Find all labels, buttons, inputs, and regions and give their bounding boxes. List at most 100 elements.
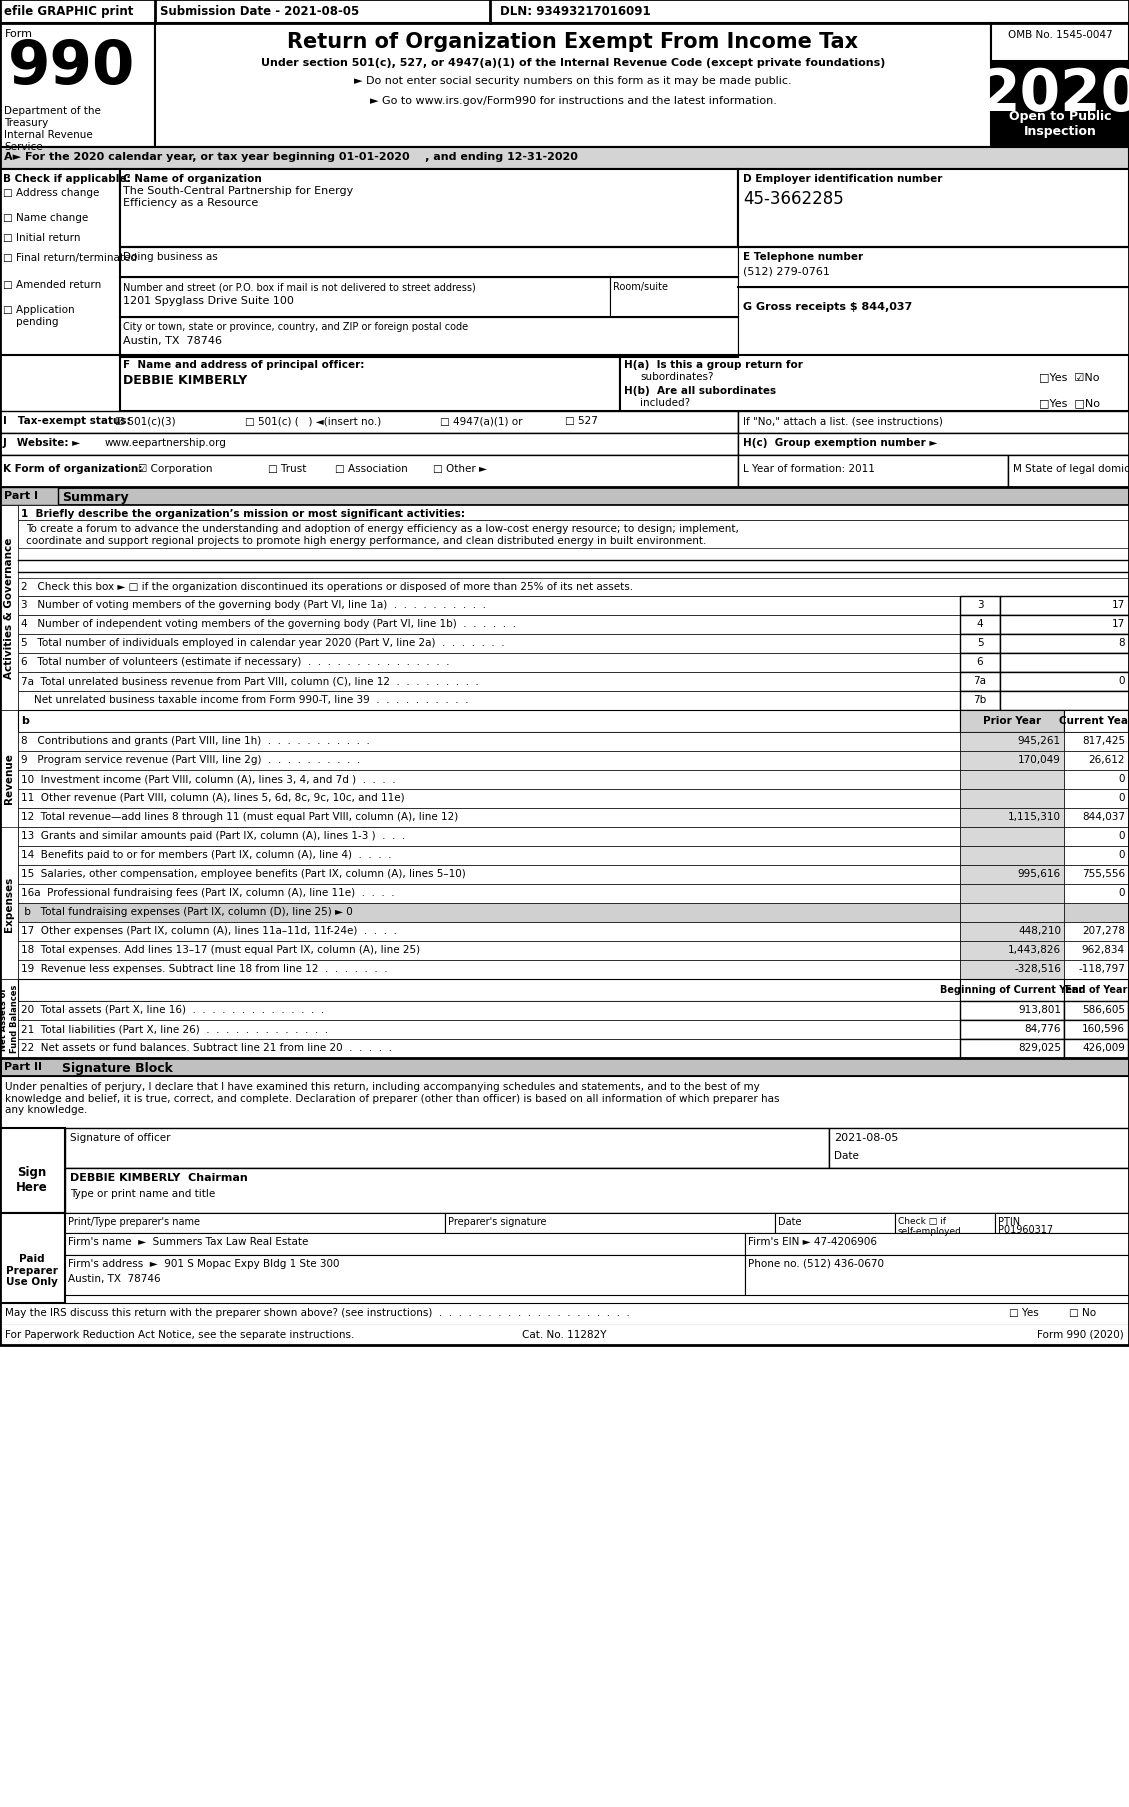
Bar xyxy=(1064,732,1128,752)
Text: Signature of officer: Signature of officer xyxy=(70,1133,170,1142)
Bar xyxy=(18,596,960,616)
Text: 995,616: 995,616 xyxy=(1018,869,1061,878)
Text: 2021-08-05: 2021-08-05 xyxy=(834,1133,899,1142)
Text: To create a forum to advance the understanding and adoption of energy efficiency: To create a forum to advance the underst… xyxy=(26,524,738,533)
Text: May the IRS discuss this return with the preparer shown above? (see instructions: May the IRS discuss this return with the… xyxy=(5,1306,630,1317)
Text: 17: 17 xyxy=(1112,600,1124,609)
Text: If "No," attach a list. (see instructions): If "No," attach a list. (see instruction… xyxy=(743,416,943,426)
Text: Firm's name  ►  Summers Tax Law Real Estate: Firm's name ► Summers Tax Law Real Estat… xyxy=(68,1236,308,1247)
Bar xyxy=(0,488,58,506)
Text: □ Other ►: □ Other ► xyxy=(434,464,487,473)
Text: 10  Investment income (Part VIII, column (A), lines 3, 4, and 7d )  .  .  .  .: 10 Investment income (Part VIII, column … xyxy=(21,773,395,784)
Text: Current Year: Current Year xyxy=(1059,716,1129,726)
Bar xyxy=(120,318,738,358)
Text: 12  Total revenue—add lines 8 through 11 (must equal Part VIII, column (A), line: 12 Total revenue—add lines 8 through 11 … xyxy=(21,811,458,822)
Text: 426,009: 426,009 xyxy=(1082,1043,1124,1052)
Bar xyxy=(18,506,1129,520)
Bar xyxy=(18,884,960,904)
Bar xyxy=(960,770,1064,790)
Bar xyxy=(0,148,1129,170)
Text: 160,596: 160,596 xyxy=(1082,1023,1124,1034)
Bar xyxy=(1064,808,1128,828)
Bar xyxy=(1064,710,1128,732)
Text: Service: Service xyxy=(5,143,43,152)
Bar xyxy=(18,979,960,1001)
Text: 20  Total assets (Part X, line 16)  .  .  .  .  .  .  .  .  .  .  .  .  .  .: 20 Total assets (Part X, line 16) . . . … xyxy=(21,1005,324,1014)
Text: 990: 990 xyxy=(8,38,135,98)
Bar xyxy=(0,23,155,148)
Text: 0: 0 xyxy=(1119,793,1124,802)
Text: H(c)  Group exemption number ►: H(c) Group exemption number ► xyxy=(743,437,937,448)
Bar xyxy=(1000,616,1129,634)
Text: Number and street (or P.O. box if mail is not delivered to street address): Number and street (or P.O. box if mail i… xyxy=(123,282,475,293)
Text: b   Total fundraising expenses (Part IX, column (D), line 25) ► 0: b Total fundraising expenses (Part IX, c… xyxy=(21,907,352,916)
Text: 207,278: 207,278 xyxy=(1082,925,1124,936)
Bar xyxy=(18,578,1129,596)
Bar xyxy=(960,828,1064,846)
Bar xyxy=(1000,654,1129,672)
Text: J   Website: ►: J Website: ► xyxy=(3,437,81,448)
Bar xyxy=(65,1169,1129,1212)
Text: □ Application
    pending: □ Application pending xyxy=(3,305,75,327)
Text: Activities & Governance: Activities & Governance xyxy=(5,537,14,679)
Text: 817,425: 817,425 xyxy=(1082,735,1124,746)
Text: Austin, TX  78746: Austin, TX 78746 xyxy=(123,336,222,345)
Text: b: b xyxy=(21,716,29,726)
Bar xyxy=(18,866,960,884)
Text: □ Name change: □ Name change xyxy=(3,213,88,222)
Bar xyxy=(738,455,1008,488)
Text: 0: 0 xyxy=(1119,773,1124,784)
Bar xyxy=(960,904,1064,923)
Text: C Name of organization: C Name of organization xyxy=(123,173,262,184)
Bar xyxy=(0,1325,1129,1344)
Text: Net Assets or
Fund Balances: Net Assets or Fund Balances xyxy=(0,985,19,1053)
Text: 1  Briefly describe the organization’s mission or most significant activities:: 1 Briefly describe the organization’s mi… xyxy=(21,510,465,519)
Bar xyxy=(120,170,738,248)
Bar xyxy=(18,616,960,634)
Text: Paid
Preparer
Use Only: Paid Preparer Use Only xyxy=(6,1254,58,1287)
Bar xyxy=(738,170,1129,248)
Text: 962,834: 962,834 xyxy=(1082,945,1124,954)
Text: 4: 4 xyxy=(977,618,983,629)
Bar xyxy=(1064,866,1128,884)
Bar xyxy=(18,654,960,672)
Text: P01960317: P01960317 xyxy=(998,1225,1053,1234)
Text: 11  Other revenue (Part VIII, column (A), lines 5, 6d, 8c, 9c, 10c, and 11e): 11 Other revenue (Part VIII, column (A),… xyxy=(21,793,404,802)
Text: Expenses: Expenses xyxy=(5,876,14,931)
Bar xyxy=(960,654,1000,672)
Text: 844,037: 844,037 xyxy=(1082,811,1124,822)
Text: 0: 0 xyxy=(1119,676,1124,685)
Text: 0: 0 xyxy=(1119,849,1124,860)
Bar xyxy=(620,356,1129,412)
Text: Treasury: Treasury xyxy=(5,117,49,128)
Text: E Telephone number: E Telephone number xyxy=(743,251,864,262)
Text: 6: 6 xyxy=(977,656,983,667)
Text: included?: included? xyxy=(640,398,690,408)
Bar xyxy=(895,1212,995,1234)
Text: 8: 8 xyxy=(1119,638,1124,647)
Text: Part II: Part II xyxy=(5,1061,42,1072)
Text: Firm's address  ►  901 S Mopac Expy Bldg 1 Ste 300: Firm's address ► 901 S Mopac Expy Bldg 1… xyxy=(68,1258,340,1269)
Bar xyxy=(0,506,18,710)
Text: I   Tax-exempt status:: I Tax-exempt status: xyxy=(3,416,131,426)
Text: Cat. No. 11282Y: Cat. No. 11282Y xyxy=(522,1330,606,1339)
Text: 6   Total number of volunteers (estimate if necessary)  .  .  .  .  .  .  .  .  : 6 Total number of volunteers (estimate i… xyxy=(21,656,449,667)
Text: City or town, state or province, country, and ZIP or foreign postal code: City or town, state or province, country… xyxy=(123,322,469,332)
Bar xyxy=(745,1234,1129,1256)
Text: □ Amended return: □ Amended return xyxy=(3,280,102,289)
Bar xyxy=(738,412,1129,434)
Bar xyxy=(1064,923,1128,941)
Bar xyxy=(1064,846,1128,866)
Text: 7b: 7b xyxy=(973,694,987,705)
Bar xyxy=(18,1021,960,1039)
Bar xyxy=(1064,752,1128,770)
Text: DEBBIE KIMBERLY  Chairman: DEBBIE KIMBERLY Chairman xyxy=(70,1173,247,1182)
Text: 22  Net assets or fund balances. Subtract line 21 from line 20  .  .  .  .  .: 22 Net assets or fund balances. Subtract… xyxy=(21,1043,392,1052)
Text: Form: Form xyxy=(5,29,33,40)
Bar xyxy=(0,710,18,846)
Bar xyxy=(1000,596,1129,616)
Text: 5   Total number of individuals employed in calendar year 2020 (Part V, line 2a): 5 Total number of individuals employed i… xyxy=(21,638,505,647)
Text: 17  Other expenses (Part IX, column (A), lines 11a–11d, 11f-24e)  .  .  .  .: 17 Other expenses (Part IX, column (A), … xyxy=(21,925,397,936)
Text: □ Final return/terminated: □ Final return/terminated xyxy=(3,253,137,262)
Bar xyxy=(1064,884,1128,904)
